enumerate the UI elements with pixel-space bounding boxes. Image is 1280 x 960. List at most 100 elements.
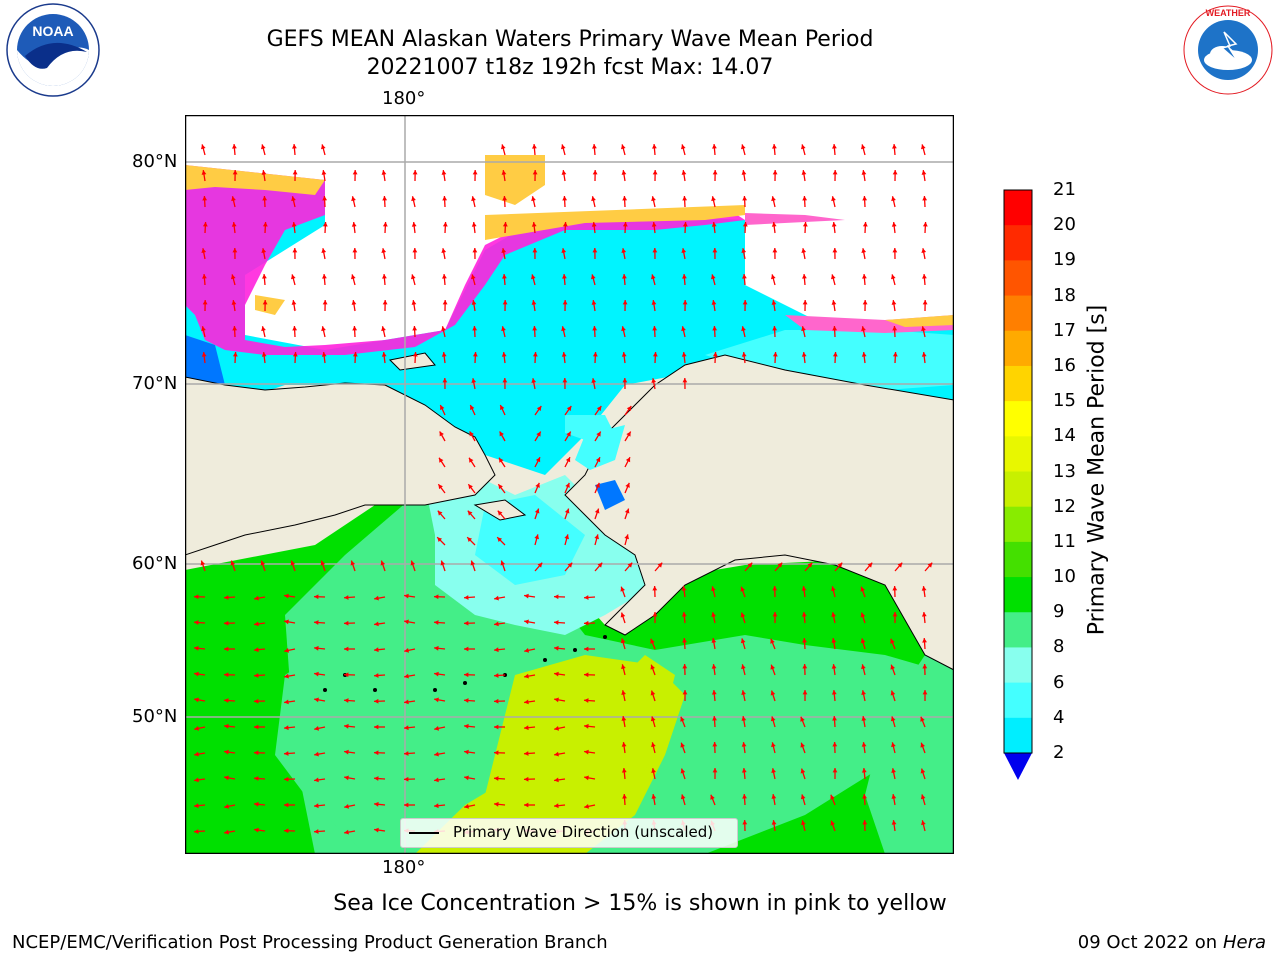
wave-arrow-head: [831, 300, 837, 305]
wave-arrow-head: [584, 672, 589, 678]
wave-arrow-head: [565, 482, 570, 488]
wave-arrow-head: [771, 222, 777, 227]
wave-arrow-head: [861, 170, 867, 175]
wave-arrow-head: [801, 352, 807, 357]
wave-arrow-head: [861, 326, 866, 332]
wave-arrow-head: [771, 768, 776, 774]
lat-label-60: 60°N: [132, 553, 178, 574]
wave-arrow-head: [741, 768, 747, 773]
wave-arrow-head: [441, 170, 447, 175]
wave-arrow-head: [561, 170, 567, 175]
wave-arrow-head: [321, 248, 327, 253]
wave-arrow-head: [314, 645, 319, 651]
wave-arrow-head: [194, 751, 199, 757]
wave-arrow-head: [652, 326, 658, 331]
wave-arrow-head: [351, 300, 357, 305]
wave-arrow-head: [290, 560, 296, 566]
wave-arrow-head: [832, 716, 837, 721]
wave-arrow-head: [314, 726, 320, 731]
wave-arrow-head: [200, 144, 206, 150]
wave-arrow-head: [200, 560, 206, 566]
wave-arrow-head: [650, 690, 656, 696]
wave-arrow-head: [410, 560, 416, 566]
colorbar-label: Primary Wave Mean Period [s]: [1084, 304, 1110, 636]
wave-arrow-head: [442, 222, 448, 227]
wave-arrow-head: [464, 646, 469, 652]
wave-arrow-head: [554, 726, 560, 731]
wave-arrow-head: [411, 300, 417, 305]
wave-arrow-head: [412, 326, 418, 331]
wave-arrow-head: [861, 664, 866, 670]
wave-arrow-head: [344, 829, 349, 835]
wave-arrow-head: [254, 776, 259, 781]
wave-arrow-head: [560, 144, 566, 150]
wave-arrow-head: [261, 352, 267, 357]
wave-arrow-head: [494, 595, 499, 601]
wave-arrow-head: [681, 170, 687, 175]
wave-arrow-head: [596, 405, 602, 411]
wave-arrow-head: [711, 300, 717, 305]
wave-arrow-head: [470, 274, 476, 280]
wave-arrow-head: [224, 672, 229, 678]
wave-arrow-head: [202, 222, 208, 227]
colorbar-tick-label: 17: [1053, 319, 1076, 341]
wave-arrow-head: [891, 300, 897, 305]
colorbar-tick-label: 15: [1053, 390, 1076, 412]
wave-arrow-head: [284, 751, 289, 756]
wave-arrow-head: [680, 144, 686, 150]
wave-arrow-head: [500, 144, 506, 150]
wave-arrow-head: [314, 829, 319, 834]
colorbar-tick-label: 19: [1053, 249, 1076, 271]
wave-arrow-head: [837, 562, 843, 568]
map-legend: Primary Wave Direction (unscaled): [400, 818, 738, 848]
wave-arrow-head: [741, 716, 747, 721]
wave-arrow-head: [830, 794, 835, 800]
wave-arrow-head: [535, 457, 541, 463]
wave-arrow-head: [921, 612, 927, 617]
wave-arrow-head: [532, 170, 538, 175]
wave-arrow-head: [832, 742, 838, 747]
wave-arrow-head: [284, 776, 289, 782]
wave-arrow-head: [254, 595, 259, 601]
wave-arrow-head: [620, 612, 626, 618]
wave-arrow-head: [467, 537, 473, 543]
wave-arrow-head: [344, 646, 349, 652]
colorbar-segment: [1004, 436, 1032, 472]
wave-arrow-head: [524, 725, 529, 731]
wave-arrow-head: [712, 144, 717, 149]
wave-arrow-head: [921, 586, 927, 591]
wave-arrow-head: [802, 690, 808, 695]
wave-arrow-head: [434, 645, 439, 651]
colorbar-tick-label: 12: [1053, 495, 1076, 517]
wave-arrow-head: [501, 248, 507, 253]
wave-arrow-head: [314, 803, 319, 809]
wave-arrow-head: [344, 698, 349, 703]
wave-arrow-head: [224, 620, 229, 626]
wave-arrow-head: [531, 222, 537, 227]
wave-arrow-head: [625, 482, 630, 488]
wave-arrow-head: [502, 274, 507, 279]
wave-arrow-head: [194, 620, 199, 625]
wave-arrow-head: [861, 352, 867, 357]
wave-arrow-head: [591, 196, 596, 202]
wave-arrow-head: [922, 638, 927, 643]
footer-date-text: 09 Oct 2022 on: [1077, 932, 1223, 953]
wave-arrow-head: [254, 750, 259, 756]
wave-arrow-head: [891, 768, 896, 774]
wave-arrow-head: [584, 698, 589, 703]
wave-arrow-head: [524, 648, 530, 653]
wave-arrow-head: [740, 612, 746, 618]
wave-arrow-head: [202, 300, 208, 305]
wave-arrow-head: [494, 776, 499, 781]
wave-arrow-head: [194, 671, 199, 677]
wave-arrow-head: [621, 768, 627, 773]
wave-arrow-head: [440, 405, 445, 411]
wave-arrow-head: [464, 804, 470, 809]
wave-arrow-head: [254, 673, 259, 678]
colorbar-tick-label: 11: [1053, 530, 1076, 552]
wave-arrow-head: [860, 612, 866, 618]
colorbar-segment: [1004, 682, 1032, 719]
wave-arrow-head: [682, 378, 688, 383]
wave-arrow-head: [592, 170, 598, 175]
wave-arrow-head: [500, 405, 505, 411]
